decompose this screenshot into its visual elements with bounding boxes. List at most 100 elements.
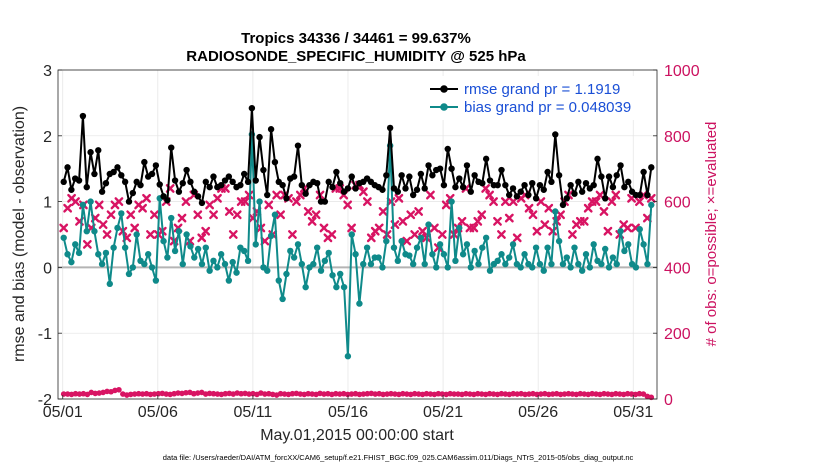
- bias-point: [578, 267, 586, 274]
- bias-point: [571, 244, 578, 251]
- y-left-tick-label: -2: [38, 392, 52, 409]
- bias-point: [552, 208, 559, 215]
- bias-point: [229, 258, 236, 266]
- bias-point: [267, 232, 275, 240]
- rmse-point: [175, 188, 183, 195]
- bias-point: [168, 214, 175, 222]
- obs-evaluated-point: [327, 230, 337, 239]
- bias-point: [479, 244, 486, 251]
- obs-evaluated-point: [508, 197, 518, 206]
- bias-point: [152, 277, 160, 284]
- obs-evaluated-point: [201, 226, 211, 236]
- rmse-point: [582, 179, 590, 187]
- rmse-point: [452, 183, 459, 191]
- obs-evaluated-point: [213, 193, 222, 203]
- obs-evaluated-point: [579, 216, 589, 226]
- obs-evaluated-point: [378, 207, 388, 216]
- obs-evaluated-point: [398, 216, 408, 226]
- obs-evaluated-point: [485, 190, 495, 200]
- obs-evaluated-point: [193, 210, 203, 220]
- rmse-point: [75, 177, 83, 184]
- obs-evaluated-point: [477, 210, 487, 220]
- rmse-point: [502, 181, 509, 189]
- rmse-point: [329, 183, 336, 191]
- y-right-tick-label: 0: [664, 392, 673, 409]
- rmse-point: [590, 181, 597, 189]
- bias-point: [444, 264, 451, 271]
- bias-point: [348, 231, 355, 238]
- obs-evaluated-point: [481, 184, 491, 193]
- rmse-point: [644, 191, 651, 199]
- obs-evaluated-point: [591, 197, 601, 206]
- bias-point: [164, 254, 171, 261]
- obs-possible-point: [451, 391, 457, 397]
- obs-evaluated-point: [240, 197, 250, 206]
- rmse-point: [463, 162, 471, 169]
- obs-evaluated-point: [228, 230, 238, 239]
- obs-evaluated-point: [544, 203, 554, 213]
- obs-evaluated-point: [611, 190, 621, 200]
- bias-point: [559, 260, 567, 268]
- bias-point: [191, 254, 198, 261]
- obs-evaluated-point: [583, 203, 593, 213]
- x-tick-label: 05/06: [138, 404, 178, 421]
- bias-point: [202, 244, 210, 251]
- bias-point: [613, 260, 620, 268]
- rmse-point: [298, 181, 306, 189]
- obs-evaluated-point: [276, 210, 286, 220]
- bias-point: [106, 280, 113, 288]
- bias-line: [62, 133, 653, 358]
- obs-evaluated-point: [469, 223, 479, 233]
- bias-point: [95, 251, 102, 258]
- bias-point: [302, 283, 309, 291]
- bias-point: [160, 237, 167, 245]
- rmse-point: [110, 168, 117, 176]
- bias-point: [617, 228, 624, 235]
- rmse-point: [429, 172, 436, 179]
- rmse-point: [613, 172, 620, 179]
- bias-point: [505, 254, 513, 261]
- rmse-point: [344, 185, 352, 192]
- obs-evaluated-point: [489, 197, 498, 206]
- rmse-point: [229, 178, 236, 186]
- rmse-point: [60, 178, 67, 186]
- rmse-point: [563, 195, 571, 202]
- obs-evaluated-point: [264, 200, 274, 210]
- rmse-point: [302, 190, 309, 197]
- rmse-point: [383, 172, 390, 179]
- obs-evaluated-point: [138, 203, 147, 213]
- bias-point: [502, 260, 509, 268]
- legend: rmse grand pr = 1.1919 bias grand pr = 0…: [424, 76, 652, 120]
- obs-evaluated-point: [362, 197, 372, 206]
- rmse-point: [513, 193, 521, 200]
- bias-point: [133, 231, 140, 238]
- bias-point: [375, 254, 382, 261]
- bias-point: [448, 198, 455, 205]
- obs-evaluated-point: [374, 223, 384, 233]
- rmse-point: [68, 186, 75, 193]
- obs-evaluated-point: [343, 200, 353, 210]
- rmse-point: [260, 166, 267, 174]
- bias-point: [413, 244, 421, 251]
- bias-point: [118, 210, 125, 217]
- rmse-point: [87, 149, 94, 156]
- rmse-point: [617, 162, 624, 169]
- bias-point: [294, 241, 302, 248]
- rmse-point: [225, 173, 233, 180]
- bias-point: [598, 260, 605, 268]
- rmse-point: [498, 166, 505, 174]
- bias-point: [602, 245, 609, 253]
- rmse-point: [548, 178, 555, 186]
- rmse-point: [482, 155, 490, 163]
- bias-point: [148, 264, 156, 271]
- bias-point: [532, 244, 540, 251]
- rmse-point: [425, 162, 432, 169]
- rmse-point: [168, 144, 175, 151]
- obs-evaluated-point: [540, 220, 550, 230]
- rmse-point: [386, 124, 394, 132]
- obs-evaluated-point: [556, 210, 565, 220]
- bias-point: [194, 245, 202, 253]
- bias-series: [60, 131, 655, 360]
- bias-point: [279, 295, 286, 303]
- bias-point: [383, 237, 390, 245]
